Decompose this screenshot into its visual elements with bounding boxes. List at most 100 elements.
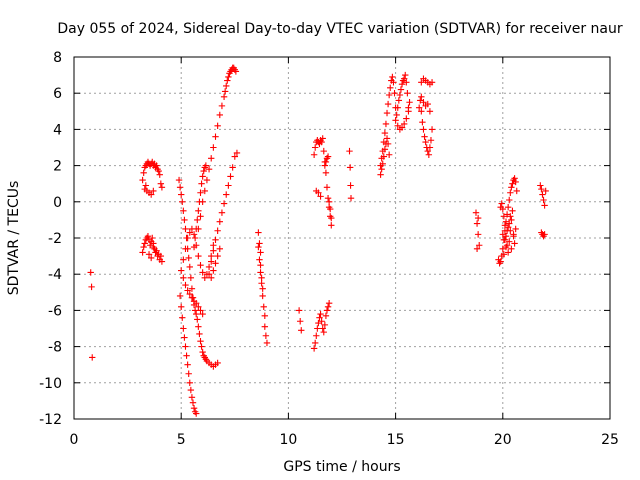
- data-point: [184, 287, 191, 294]
- y-tick-label: 2: [53, 159, 62, 175]
- data-point: [205, 271, 213, 278]
- data-point: [147, 191, 155, 198]
- data-point: [157, 180, 165, 187]
- data-point: [421, 133, 428, 140]
- data-point: [502, 243, 510, 251]
- data-point: [225, 73, 232, 81]
- data-point: [199, 348, 206, 356]
- data-point: [318, 138, 325, 146]
- data-point: [183, 352, 190, 359]
- data-point: [316, 314, 323, 321]
- data-point: [191, 307, 199, 314]
- data-point: [194, 216, 201, 224]
- data-point: [325, 198, 333, 205]
- data-point: [538, 185, 545, 193]
- data-point: [198, 343, 205, 350]
- data-point: [321, 162, 329, 169]
- data-point: [214, 227, 221, 234]
- data-point: [214, 359, 221, 367]
- data-point: [255, 243, 262, 251]
- data-point: [474, 214, 482, 222]
- data-point: [260, 303, 267, 310]
- data-point: [145, 251, 153, 258]
- data-point: [180, 325, 187, 332]
- data-point: [158, 258, 166, 265]
- data-point: [208, 252, 215, 260]
- data-point: [188, 294, 196, 301]
- data-point: [418, 79, 425, 86]
- data-point: [312, 144, 319, 151]
- data-point: [187, 386, 195, 394]
- data-point: [540, 196, 547, 204]
- data-point: [381, 146, 389, 153]
- y-tick-label: -6: [48, 303, 62, 319]
- data-point: [322, 169, 330, 177]
- data-point: [539, 191, 546, 198]
- y-tick-label: 6: [53, 86, 62, 102]
- data-point: [229, 164, 236, 171]
- data-point: [180, 256, 187, 263]
- data-point: [210, 242, 217, 249]
- data-point: [182, 343, 189, 350]
- data-point: [428, 79, 436, 86]
- data-point: [347, 194, 355, 202]
- data-point: [424, 100, 431, 108]
- data-point: [179, 314, 186, 321]
- data-point: [190, 243, 198, 251]
- data-point: [511, 240, 518, 247]
- data-point: [212, 133, 219, 140]
- data-point: [181, 334, 188, 341]
- data-point: [195, 252, 202, 260]
- data-point: [258, 280, 265, 287]
- data-point: [216, 218, 223, 225]
- data-point: [394, 122, 401, 129]
- x-tick-label: 25: [601, 432, 619, 448]
- data-point: [508, 216, 515, 224]
- data-point: [320, 147, 327, 155]
- data-point: [397, 86, 405, 93]
- data-point: [220, 200, 228, 207]
- data-point: [191, 234, 199, 242]
- data-point: [381, 129, 389, 137]
- data-point: [175, 176, 183, 184]
- data-point: [400, 75, 408, 82]
- y-tick-label: 4: [53, 122, 62, 138]
- data-point: [415, 104, 423, 111]
- data-point: [508, 184, 515, 191]
- data-point: [208, 274, 215, 282]
- data-point: [500, 213, 508, 220]
- data-point: [182, 245, 189, 253]
- data-point: [513, 187, 520, 195]
- data-point: [398, 80, 406, 88]
- data-point: [225, 182, 232, 189]
- data-point: [212, 236, 219, 244]
- data-point: [400, 120, 408, 128]
- data-point: [394, 104, 401, 111]
- data-point: [541, 202, 548, 209]
- data-point: [186, 290, 193, 298]
- data-point: [473, 245, 481, 253]
- data-point: [476, 242, 483, 249]
- data-point: [384, 140, 392, 148]
- data-point: [501, 236, 509, 244]
- data-point: [314, 325, 321, 332]
- data-point: [474, 231, 482, 238]
- data-point: [298, 327, 305, 334]
- data-point: [402, 71, 409, 79]
- data-point: [185, 370, 192, 377]
- data-point: [201, 274, 208, 282]
- data-point: [396, 91, 404, 99]
- data-point: [499, 231, 506, 238]
- data-point: [506, 196, 513, 204]
- data-point: [227, 173, 234, 180]
- data-point: [325, 299, 333, 307]
- data-point: [506, 220, 513, 227]
- data-point: [197, 261, 204, 269]
- data-point: [141, 240, 148, 247]
- data-point: [185, 254, 192, 262]
- data-point: [261, 312, 269, 320]
- data-point: [499, 205, 506, 213]
- data-point: [198, 180, 205, 187]
- data-point: [144, 232, 152, 240]
- data-point: [188, 285, 196, 292]
